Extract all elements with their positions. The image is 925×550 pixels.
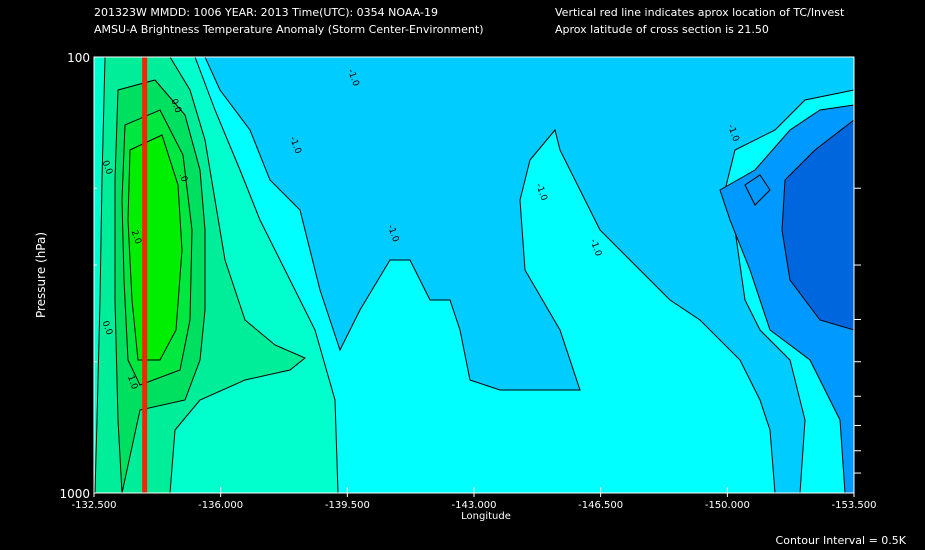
header-line2-right: Aprox latitude of cross section is 21.50 [555, 23, 769, 36]
x-tick-label: -139.500 [325, 500, 370, 511]
header-line1-left: 201323W MMDD: 1006 YEAR: 2013 Time(UTC):… [94, 6, 438, 19]
contour-label: 1.0 [125, 374, 139, 391]
x-tick-label: -150.000 [705, 500, 750, 511]
x-tick-label: -132.500 [72, 500, 117, 511]
x-axis-ticks: -132.500 -136.000 -139.500 -143.000 -146.500… [72, 487, 877, 511]
contour-field: 0.00.00.0.02.01.0-1.0-1.0-1.0-1.0-1.0-1.… [94, 57, 854, 493]
y-axis-label: Pressure (hPa) [34, 232, 48, 318]
x-axis-label: Longitude [461, 511, 511, 522]
band-minus-1-5 [781, 119, 854, 331]
contour-label: 2.0 [129, 229, 143, 246]
y-axis-ticks: 100 1000 [59, 51, 861, 501]
band-plus-2-0 [127, 134, 183, 361]
x-tick-label: -143.000 [452, 500, 497, 511]
header-line1-right: Vertical red line indicates aprox locati… [555, 6, 845, 19]
band-minus-1-0-island [744, 174, 771, 206]
contour-label: 0.0 [168, 98, 182, 115]
x-tick-label: -146.500 [578, 500, 623, 511]
header-line2-left: AMSU-A Brightness Temperature Anomaly (S… [94, 23, 484, 36]
contour-label: .0 [177, 172, 189, 184]
x-tick-label: -136.000 [198, 500, 243, 511]
contour-interval-note: Contour Interval = 0.5K [776, 534, 907, 547]
contour-label: 0.0 [100, 159, 114, 176]
y-tick-label: 100 [67, 51, 90, 65]
x-tick-label: -153.500 [832, 500, 877, 511]
y-tick-label: 1000 [59, 487, 90, 501]
contour-label: 0.0 [100, 320, 114, 337]
